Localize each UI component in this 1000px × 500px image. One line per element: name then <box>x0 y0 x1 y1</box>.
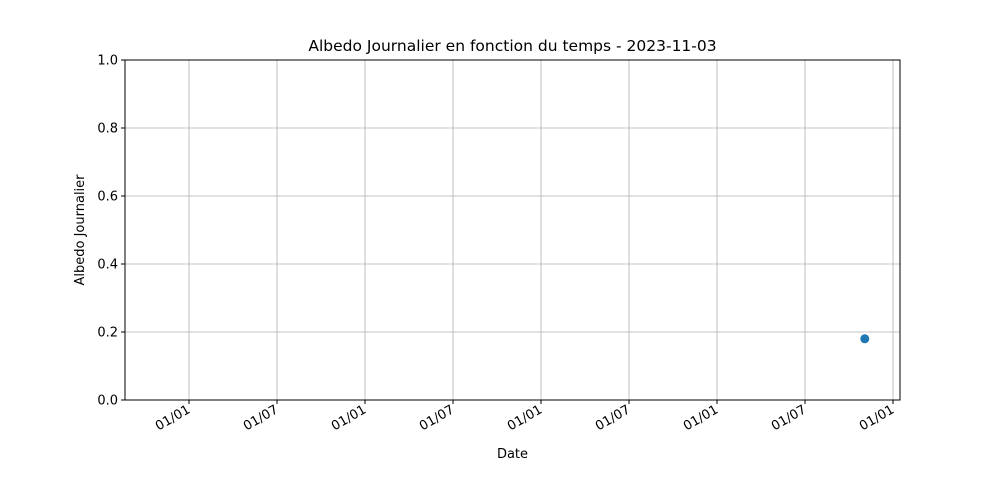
y-tick-label: 1.0 <box>97 54 118 69</box>
x-tick-label: 01/01 <box>505 402 545 434</box>
x-axis-label: Date <box>497 447 528 462</box>
grid <box>125 59 900 401</box>
axes-frame <box>124 59 901 401</box>
x-tick-label: 01/07 <box>593 402 633 434</box>
x-tick-label: 01/01 <box>153 402 193 434</box>
x-tick-label: 01/01 <box>857 402 897 434</box>
x-tick-label: 01/07 <box>241 402 281 434</box>
y-axis-ticks: 0.0 0.2 0.4 0.6 0.8 1.0 <box>97 54 125 409</box>
x-tick-label: 01/07 <box>769 402 809 434</box>
x-tick-label: 01/01 <box>329 402 369 434</box>
y-tick-label: 0.4 <box>97 258 118 273</box>
y-tick-label: 0.6 <box>97 190 118 205</box>
y-tick-label: 0.0 <box>97 394 118 409</box>
x-tick-label: 01/01 <box>681 402 721 434</box>
data-point <box>860 334 870 344</box>
x-axis-ticks: 01/01 01/07 01/01 01/07 01/01 01/07 01/01 01/07… <box>153 400 897 434</box>
x-tick-label: 01/07 <box>417 402 457 434</box>
y-axis-label: Albedo Journalier <box>73 174 88 286</box>
y-tick-label: 0.8 <box>97 122 118 137</box>
y-tick-label: 0.2 <box>97 326 118 341</box>
data-points <box>860 334 870 344</box>
chart-title: Albedo Journalier en fonction du temps -… <box>308 37 716 55</box>
